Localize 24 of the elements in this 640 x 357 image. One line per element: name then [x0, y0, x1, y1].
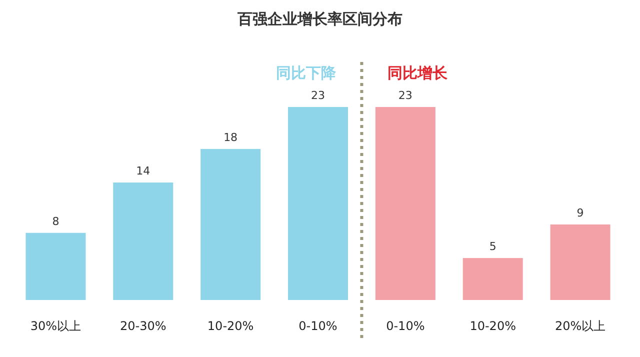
x-tick-label: 10-20% [470, 319, 516, 333]
data-label: 18 [224, 130, 238, 144]
data-label: 8 [52, 214, 60, 228]
bar [375, 107, 436, 300]
chart-title: 百强企业增长率区间分布 [236, 10, 402, 28]
data-label: 5 [489, 240, 496, 254]
data-label: 9 [576, 206, 584, 220]
x-tick-label: 20%以上 [554, 319, 606, 333]
x-tick-label: 10-20% [207, 319, 254, 333]
bar [200, 148, 261, 300]
series-label: 同比下降 [276, 64, 337, 82]
data-label: 14 [136, 164, 150, 178]
series-label: 同比增长 [387, 64, 448, 82]
x-tick-label: 20-30% [120, 319, 166, 333]
data-label: 23 [311, 89, 325, 102]
data-label: 23 [398, 89, 412, 102]
bar [550, 224, 610, 300]
bar [462, 258, 523, 300]
bar [26, 232, 86, 300]
x-tick-label: 0-10% [298, 319, 338, 333]
bar [113, 182, 174, 300]
x-tick-label: 30%以上 [30, 319, 82, 333]
bar [288, 107, 348, 300]
x-tick-label: 0-10% [386, 319, 425, 333]
